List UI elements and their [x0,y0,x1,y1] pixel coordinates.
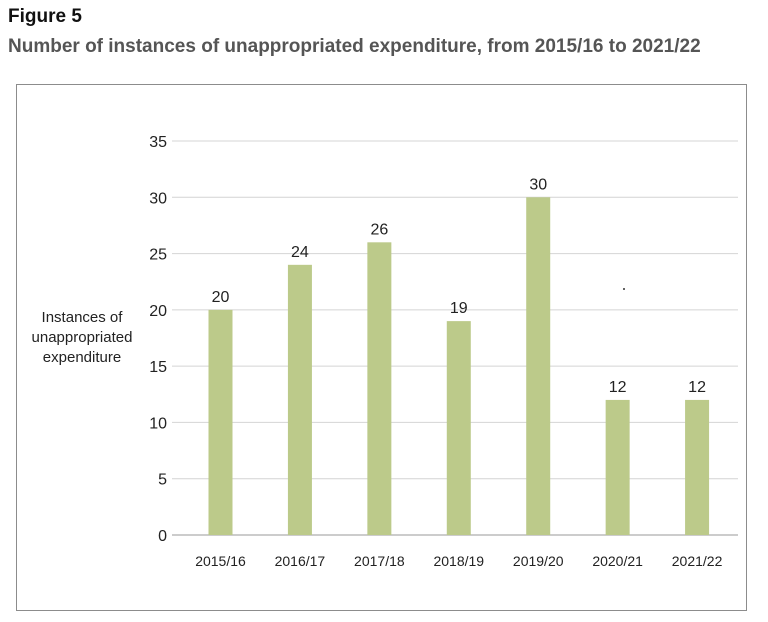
data-label: 20 [212,289,230,306]
figure-title: Number of instances of unappropriated ex… [8,36,701,57]
bar [208,309,233,535]
y-tick-label: 10 [149,415,167,432]
y-axis-label-line-3: expenditure [42,349,122,366]
x-tick-label: 2021/22 [672,553,723,569]
bar [526,197,551,536]
y-axis-label-line-2: unappropriated [31,329,133,346]
x-tick-label: 2020/21 [592,553,643,569]
chart-frame [16,84,747,611]
y-axis-label: Instances of unappropriated expenditure [20,308,144,368]
data-label: 24 [291,244,309,261]
bar [605,399,630,535]
y-axis-label-line-1: Instances of [41,309,123,326]
figure-label: Figure 5 [8,6,82,27]
data-label: 19 [450,300,468,317]
data-label: 26 [370,221,388,238]
y-tick-label: 35 [149,134,167,151]
bar [685,399,710,535]
bar [287,264,312,535]
data-label: 12 [609,379,627,396]
bar [367,242,392,536]
bar [446,321,471,535]
y-tick-label: 0 [158,528,167,545]
y-tick-label: 30 [149,190,167,207]
stray-dot [623,288,625,290]
x-tick-label: 2016/17 [275,553,326,569]
y-tick-label: 20 [149,303,167,320]
data-label: 30 [529,176,547,193]
y-tick-label: 5 [158,472,167,489]
data-label: 12 [688,379,706,396]
x-tick-label: 2017/18 [354,553,405,569]
x-tick-label: 2018/19 [433,553,484,569]
x-tick-label: 2015/16 [195,553,246,569]
x-tick-label: 2019/20 [513,553,564,569]
y-tick-label: 25 [149,247,167,264]
y-tick-label: 15 [149,359,167,376]
